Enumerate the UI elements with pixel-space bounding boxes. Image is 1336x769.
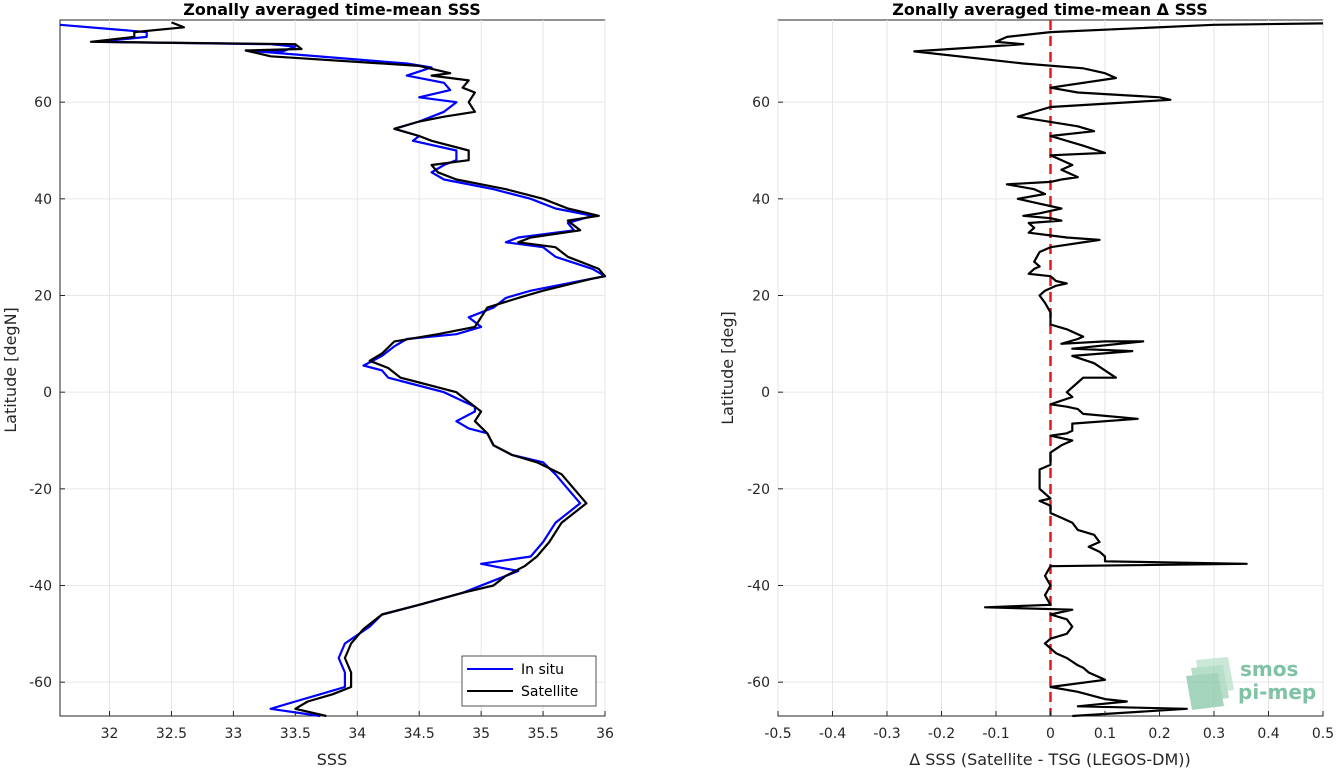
sss-x-tick-label: 32.5	[156, 726, 187, 742]
sss-y-ticks: -60 -40 -20 0 20 40 60	[29, 95, 65, 691]
sss-y-tick-label: 40	[34, 192, 52, 208]
delta-sss-x-tick-label: -0.5	[764, 726, 791, 742]
delta-sss-chart: -0.5 -0.4 -0.3 -0.2 -0.1 0 0.1 0.2 0.3 0.4 0.5 -60…	[718, 0, 1334, 769]
logo-text-smos: smos	[1240, 657, 1298, 681]
delta-sss-x-tick-label: 0.4	[1257, 726, 1279, 742]
delta-sss-y-tick-label: -20	[747, 482, 770, 498]
sss-plot-area	[59, 19, 606, 717]
legend-box	[461, 655, 597, 707]
sss-chart-title: Zonally averaged time-mean SSS	[183, 0, 481, 19]
delta-sss-x-tick-label: 0.2	[1148, 726, 1170, 742]
sss-x-ticks: 32 32.5 33 33.5 34 34.5 35 35.5 36	[101, 711, 614, 742]
delta-sss-x-ticks: -0.5 -0.4 -0.3 -0.2 -0.1 0 0.1 0.2 0.3 0.4 0.5	[764, 711, 1334, 742]
legend-label-satellite: Satellite	[521, 684, 578, 700]
sss-y-tick-label: 20	[34, 289, 52, 305]
sss-y-tick-label: -60	[29, 675, 52, 691]
sss-y-tick-label: 0	[43, 385, 52, 401]
delta-sss-x-tick-label: -0.1	[982, 726, 1009, 742]
delta-sss-y-tick-label: -60	[747, 675, 770, 691]
sss-x-tick-label: 34.5	[404, 726, 435, 742]
delta-sss-x-tick-label: 0.1	[1094, 726, 1116, 742]
sss-x-tick-label: 35	[472, 726, 490, 742]
stacked-layers-logo-icon	[1186, 657, 1234, 710]
sss-y-tick-label: -40	[29, 579, 52, 595]
in-situ-series-line	[59, 23, 607, 718]
legend: In situ Satellite	[461, 655, 597, 707]
delta-sss-chart-title: Zonally averaged time-mean Δ SSS	[892, 0, 1208, 19]
delta-sss-x-axis-label: Δ SSS (Satellite - TSG (LEGOS-DM))	[909, 750, 1191, 769]
delta-sss-x-tick-label: 0	[1046, 726, 1055, 742]
delta-sss-y-ticks: -60 -40 -20 0 20 40 60	[747, 95, 783, 691]
delta-sss-y-tick-label: 0	[761, 385, 770, 401]
delta-sss-x-tick-label: -0.2	[928, 726, 955, 742]
sss-x-tick-label: 33.5	[280, 726, 311, 742]
sss-y-tick-label: 60	[34, 95, 52, 111]
delta-sss-y-tick-label: 40	[752, 192, 770, 208]
delta-sss-y-axis-label: Latitude [deg]	[718, 311, 737, 425]
delta-sss-y-tick-label: -40	[747, 579, 770, 595]
logo-text-pi-mep: pi-mep	[1238, 680, 1316, 704]
delta-sss-x-tick-label: -0.4	[819, 726, 846, 742]
sss-chart: 32 32.5 33 33.5 34 34.5 35 35.5 36 -60 -40 -20 0 20 4…	[1, 0, 614, 769]
sss-series	[59, 21, 607, 718]
satellite-series-line	[89, 21, 607, 718]
sss-x-axis-label: SSS	[317, 750, 347, 769]
sss-x-tick-label: 32	[101, 726, 119, 742]
delta-sss-series	[913, 22, 1324, 718]
sss-x-tick-label: 33	[224, 726, 242, 742]
delta-sss-x-tick-label: 0.5	[1312, 726, 1334, 742]
sss-x-tick-label: 34	[348, 726, 366, 742]
delta-sss-x-tick-label: -0.3	[873, 726, 900, 742]
sss-x-tick-label: 35.5	[527, 726, 558, 742]
sss-y-tick-label: -20	[29, 482, 52, 498]
delta-sss-y-tick-label: 60	[752, 95, 770, 111]
delta-sss-y-tick-label: 20	[752, 289, 770, 305]
delta-sss-series-line	[913, 22, 1324, 718]
delta-sss-x-tick-label: 0.3	[1203, 726, 1225, 742]
smos-pi-mep-logo: smos pi-mep	[1186, 657, 1316, 710]
legend-label-in-situ: In situ	[521, 662, 564, 678]
sss-y-axis-label: Latitude [degN]	[1, 307, 20, 433]
sss-x-tick-label: 36	[596, 726, 614, 742]
